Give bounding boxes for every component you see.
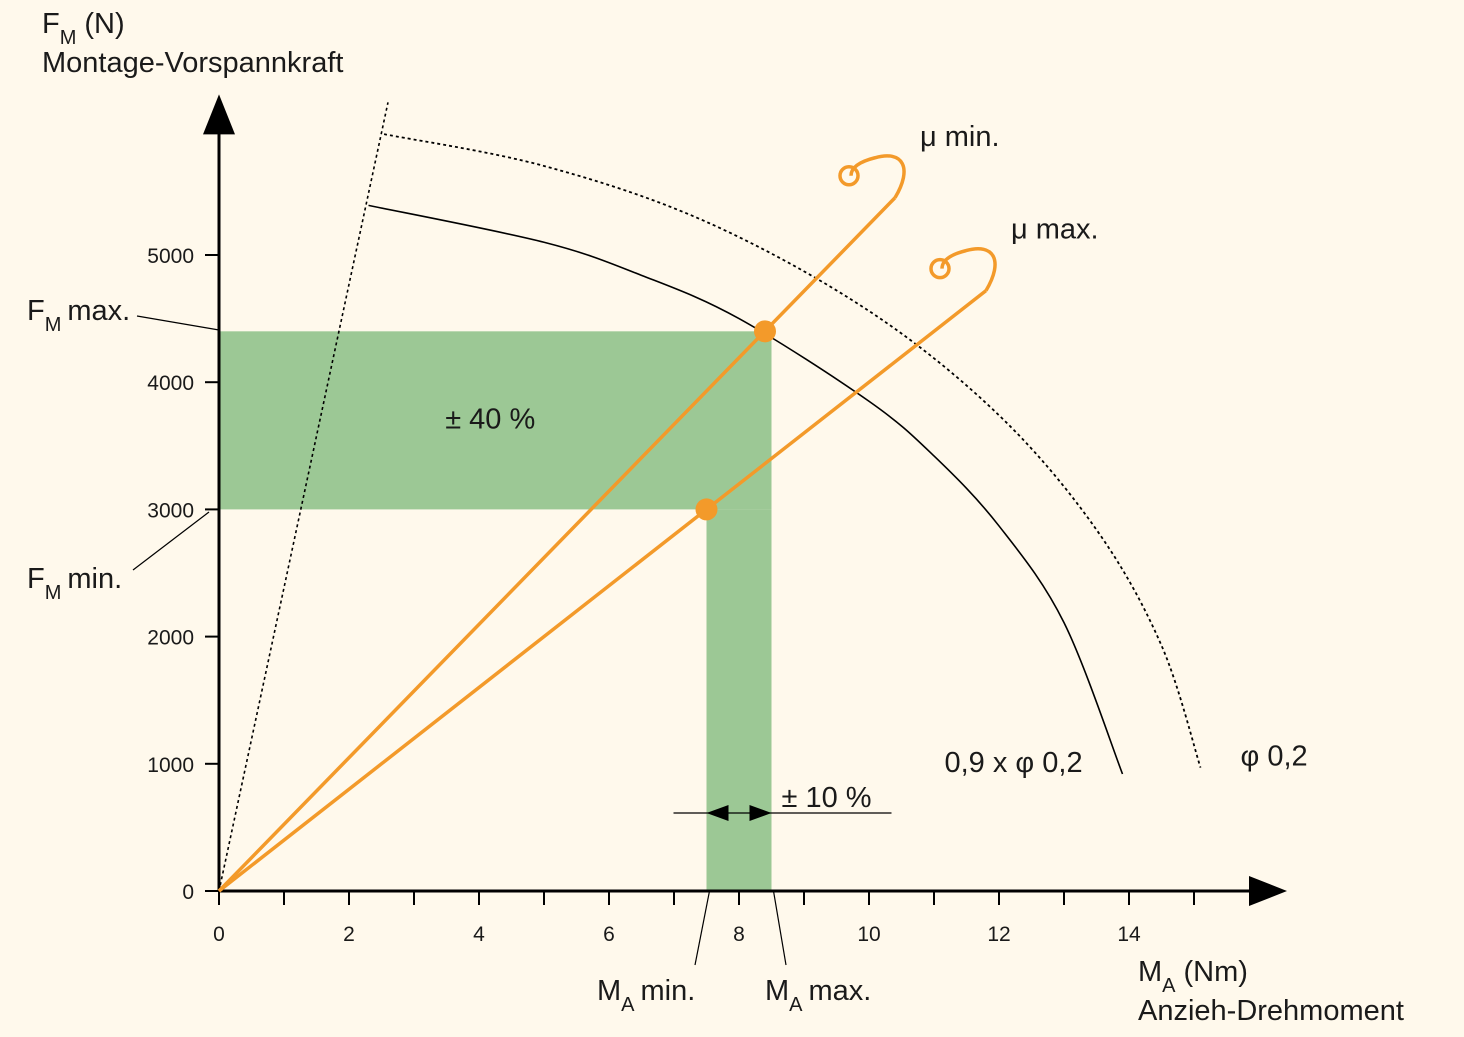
y-tick-label: 0 (182, 881, 194, 904)
limit-curve (383, 133, 1202, 768)
annotation-part: min. (67, 563, 122, 595)
annotation: MA min. (597, 975, 695, 1016)
annotation-part: M (597, 975, 621, 1007)
x-axis-title: MA (Nm) (1138, 956, 1248, 997)
curve-label: 0,9 x φ 0,2 (945, 747, 1083, 779)
y-axis-title-part: M (60, 27, 77, 49)
x-tick-label: 12 (987, 923, 1010, 946)
curl-loop (838, 165, 860, 187)
x-tick-label: 10 (857, 923, 880, 946)
x-axis-title-text: Anzieh-Drehmoment (1138, 995, 1404, 1027)
annotation-part: A (621, 994, 635, 1016)
x-tick-label: 14 (1117, 923, 1141, 946)
dim-arrow (706, 805, 772, 821)
leader-line (136, 315, 220, 331)
x-axis-title-part: (Nm) (1184, 956, 1248, 988)
annotation-part: F (27, 563, 45, 595)
x-tick-label: 2 (343, 923, 355, 946)
band (706, 509, 772, 891)
y-axis-title-text: Montage-Vorspannkraft (42, 47, 343, 79)
y-axis-title-part: F (42, 8, 60, 40)
series-line (217, 289, 988, 893)
band-label: ± 10 % (782, 782, 872, 814)
annotation-part: M (45, 314, 62, 336)
y-arrow (203, 94, 235, 135)
annotation-part: M (765, 975, 789, 1007)
series-line (217, 196, 897, 893)
annotation-part: A (789, 994, 803, 1016)
x-tick-label: 0 (213, 923, 225, 946)
dotted-line (218, 102, 389, 892)
leader-line (132, 511, 210, 571)
curve-label: φ 0,2 (1241, 741, 1308, 773)
curl-loop (929, 257, 951, 280)
marker (695, 498, 718, 521)
annotation: FM min. (27, 563, 122, 604)
annotation-part: F (27, 295, 45, 327)
x-tick-label: 4 (473, 923, 485, 946)
leader-line (772, 890, 787, 966)
y-axis-title: FM (N) (42, 8, 125, 49)
series-label: μ max. (1011, 214, 1099, 246)
y-tick-label: 3000 (147, 499, 194, 522)
y-tick-label: 2000 (147, 627, 194, 650)
marker (754, 320, 776, 343)
leader-line (694, 890, 711, 966)
annotation-part: min. (641, 975, 696, 1007)
x-tick-label: 8 (733, 923, 745, 946)
y-tick-label: 4000 (147, 372, 194, 395)
annotation: MA max. (765, 975, 871, 1016)
annotation-part: max. (67, 295, 130, 327)
x-tick-label: 6 (603, 923, 615, 946)
annotation-part: max. (809, 975, 872, 1007)
annotation: FM max. (27, 295, 130, 336)
annotation-part: M (45, 582, 62, 604)
band-label: ± 40 % (445, 403, 535, 435)
series-label: μ min. (920, 121, 1000, 153)
y-axis-title-part: (N) (84, 8, 124, 40)
x-axis-title-part: M (1138, 956, 1162, 988)
x-axis-title-part: A (1162, 975, 1176, 997)
y-tick-label: 5000 (147, 245, 194, 268)
y-tick-label: 1000 (147, 754, 194, 777)
x-arrow (1249, 876, 1287, 906)
